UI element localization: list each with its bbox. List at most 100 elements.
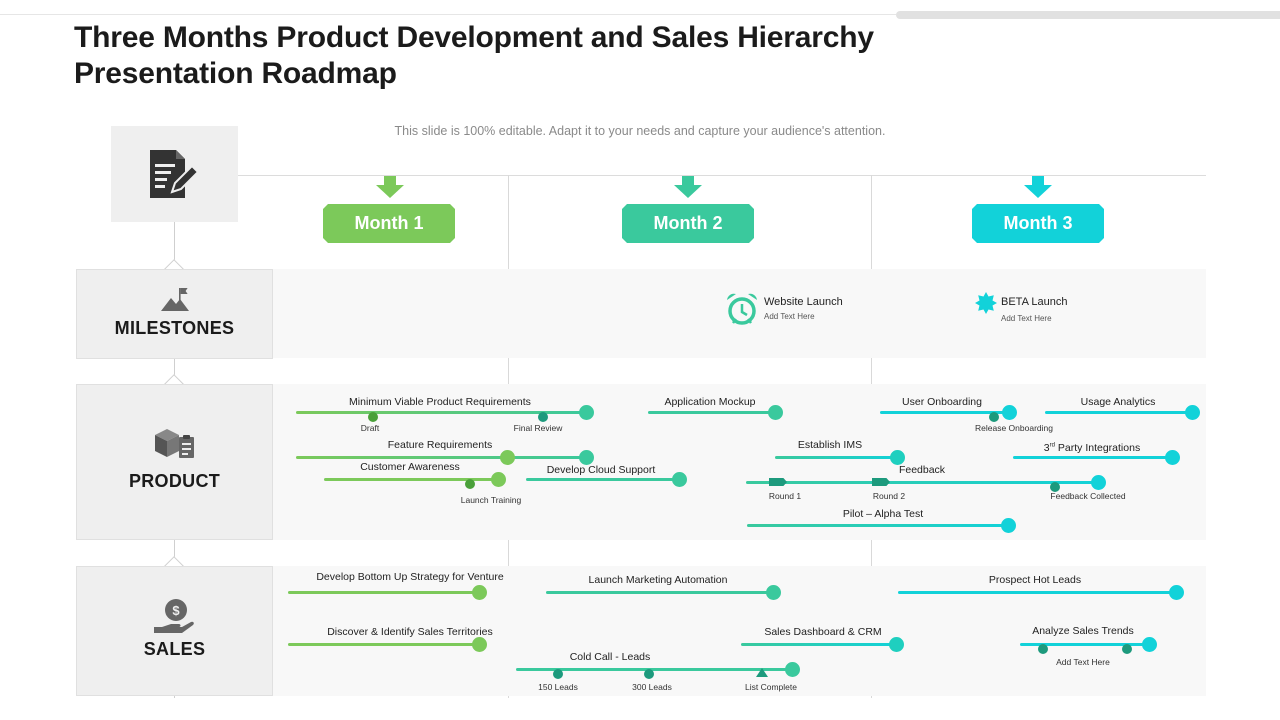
subtask-label: Release Onboarding bbox=[975, 423, 1053, 433]
subtask-dot bbox=[553, 669, 563, 679]
subtask-label: Round 2 bbox=[872, 491, 906, 501]
integrations-label-pre: 3 bbox=[1043, 442, 1050, 454]
task-end-marker bbox=[1169, 585, 1184, 600]
month-2-arrow-icon bbox=[674, 176, 702, 198]
subtask-label: 300 Leads bbox=[632, 682, 672, 692]
top-decorative-bar bbox=[896, 11, 1280, 19]
task-end-marker bbox=[472, 585, 487, 600]
milestones-row bbox=[273, 269, 1206, 358]
subtask-dot bbox=[538, 412, 548, 422]
product-label: PRODUCT bbox=[128, 471, 221, 491]
task-label: Application Mockup bbox=[664, 396, 756, 408]
subtask-dot bbox=[1038, 644, 1048, 654]
month-3-header: Month 3 bbox=[972, 204, 1104, 243]
task-label: Launch Marketing Automation bbox=[588, 574, 728, 586]
task-end-marker bbox=[768, 405, 783, 420]
milestone-website-launch-note: Add Text Here bbox=[764, 312, 815, 321]
task-label: Pilot – Alpha Test bbox=[842, 508, 924, 520]
milestone-website-launch: Website Launch bbox=[764, 296, 843, 308]
hand-dollar-icon: $ bbox=[153, 599, 194, 633]
subtask-dot bbox=[1050, 482, 1060, 492]
task-end-marker bbox=[491, 472, 506, 487]
task-end-marker bbox=[1142, 637, 1157, 652]
subtask-label: Final Review bbox=[513, 423, 563, 433]
task-end-marker bbox=[472, 637, 487, 652]
task-label: Develop Bottom Up Strategy for Venture bbox=[316, 571, 504, 583]
milestones-label: MILESTONES bbox=[114, 318, 235, 338]
task-label: Feature Requirements bbox=[387, 439, 493, 451]
task-bar bbox=[1013, 456, 1173, 459]
mountain-flag-icon bbox=[160, 288, 189, 311]
round-1-flag-icon bbox=[769, 478, 787, 486]
sales-label: SALES bbox=[143, 639, 206, 659]
subtask-label: Feedback Collected bbox=[1050, 491, 1126, 501]
subtask-dot bbox=[465, 479, 475, 489]
month-1-header: Month 1 bbox=[323, 204, 455, 243]
boxes-clipboard-icon bbox=[154, 429, 194, 458]
alarm-clock-icon bbox=[727, 293, 757, 325]
task-end-marker bbox=[579, 405, 594, 420]
milestone-beta-launch-note: Add Text Here bbox=[1001, 314, 1052, 323]
subtask-label: 150 Leads bbox=[538, 682, 578, 692]
task-label: Feedback bbox=[898, 464, 946, 476]
task-bar bbox=[288, 643, 480, 646]
task-end-marker bbox=[785, 662, 800, 677]
slide-subtitle: This slide is 100% editable. Adapt it to… bbox=[394, 124, 886, 138]
task-end-marker bbox=[500, 450, 515, 465]
task-label: Customer Awareness bbox=[360, 461, 460, 473]
task-bar bbox=[1045, 411, 1193, 414]
sales-row bbox=[273, 566, 1206, 696]
task-bar bbox=[526, 478, 680, 481]
subtask-label: Add Text Here bbox=[1056, 657, 1110, 667]
task-bar bbox=[747, 524, 1009, 527]
task-end-marker bbox=[579, 450, 594, 465]
task-label: Usage Analytics bbox=[1080, 396, 1156, 408]
task-label: Minimum Viable Product Requirements bbox=[349, 396, 531, 408]
task-end-marker bbox=[1091, 475, 1106, 490]
task-label: 3rd Party Integrations bbox=[1032, 442, 1152, 454]
task-label: Discover & Identify Sales Territories bbox=[327, 626, 493, 638]
task-bar bbox=[1020, 643, 1150, 646]
month-1-arrow-icon bbox=[376, 176, 404, 198]
task-bar bbox=[516, 668, 793, 671]
task-label: Analyze Sales Trends bbox=[1032, 625, 1134, 637]
task-bar bbox=[324, 478, 499, 481]
task-bar bbox=[288, 591, 480, 594]
task-bar bbox=[546, 591, 774, 594]
task-label: Prospect Hot Leads bbox=[988, 574, 1082, 586]
task-label: Cold Call - Leads bbox=[569, 651, 651, 663]
header-rule bbox=[238, 175, 1206, 176]
task-end-marker bbox=[766, 585, 781, 600]
task-end-marker bbox=[1165, 450, 1180, 465]
task-label: Develop Cloud Support bbox=[546, 464, 656, 476]
task-bar bbox=[741, 643, 897, 646]
subtask-label: List Complete bbox=[745, 682, 797, 692]
task-bar bbox=[898, 591, 1177, 594]
task-bar bbox=[880, 411, 1010, 414]
subtask-label: Round 1 bbox=[768, 491, 802, 501]
task-bar bbox=[296, 456, 588, 459]
document-edit-box bbox=[111, 126, 238, 222]
product-label-box: PRODUCT bbox=[76, 384, 273, 540]
task-end-marker bbox=[1001, 518, 1016, 533]
subtask-dot bbox=[368, 412, 378, 422]
task-label: Establish IMS bbox=[797, 439, 863, 451]
svg-text:$: $ bbox=[172, 603, 180, 618]
subtask-label: Draft bbox=[360, 423, 380, 433]
month-3-arrow-icon bbox=[1024, 176, 1052, 198]
sales-label-box: $ SALES bbox=[76, 566, 273, 696]
task-bar bbox=[296, 411, 588, 414]
task-bar bbox=[746, 481, 1099, 484]
task-end-marker bbox=[889, 637, 904, 652]
subtask-dot bbox=[989, 412, 999, 422]
subtask-label: Launch Training bbox=[460, 495, 522, 505]
task-label: Sales Dashboard & CRM bbox=[764, 626, 882, 638]
month-2-header: Month 2 bbox=[622, 204, 754, 243]
slide-title: Three Months Product Development and Sal… bbox=[74, 21, 874, 90]
task-label: User Onboarding bbox=[902, 396, 982, 408]
star-badge-icon bbox=[975, 292, 997, 314]
round-2-flag-icon bbox=[872, 478, 890, 486]
integrations-label-post: Party Integrations bbox=[1054, 442, 1141, 454]
task-end-marker bbox=[672, 472, 687, 487]
task-bar bbox=[775, 456, 898, 459]
